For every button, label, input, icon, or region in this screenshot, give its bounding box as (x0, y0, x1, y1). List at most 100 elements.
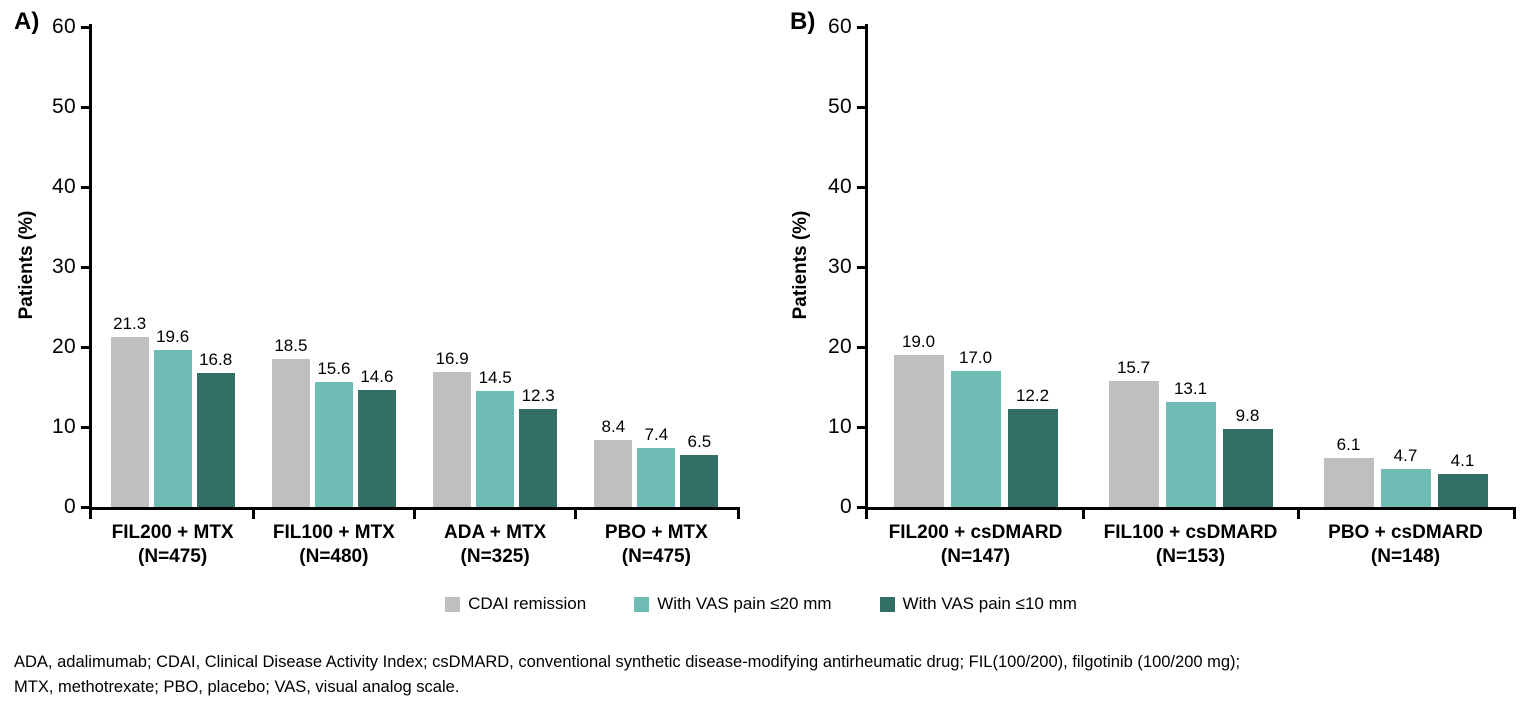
panel-b-letter: B) (790, 8, 816, 35)
category-n: (N=480) (299, 546, 369, 567)
category-n: (N=153) (1155, 546, 1226, 567)
bar (314, 382, 353, 507)
category-name: PBO + csDMARD (1328, 522, 1483, 543)
bar-value-label: 14.6 (360, 367, 394, 387)
bar (357, 390, 396, 507)
bar-value-label: 17.0 (958, 348, 993, 367)
bar (153, 350, 192, 507)
y-tick (81, 106, 89, 109)
y-tick-label: 60 (52, 15, 76, 38)
legend-swatch-cdai-remission (445, 596, 461, 612)
legend-swatch-vas-pain-20 (634, 596, 650, 612)
category-label: ADA + MTX (N=325) (415, 521, 576, 569)
bar (950, 371, 1001, 507)
bar-value-label: 15.6 (317, 359, 351, 379)
y-tick-label: 20 (828, 335, 852, 358)
bar (1437, 474, 1488, 507)
bar (271, 359, 310, 507)
bar (1323, 458, 1374, 507)
category-name: FIL100 + csDMARD (1103, 522, 1278, 543)
bar-value-label: 12.3 (521, 385, 555, 405)
footnote-line-2: MTX, methotrexate; PBO, placebo; VAS, vi… (14, 678, 460, 696)
y-tick (81, 266, 89, 269)
legend-swatch-vas-pain-10 (879, 596, 895, 612)
bar-value-label: 16.9 (435, 348, 469, 368)
category-label: FIL200 + csDMARD (N=147) (868, 521, 1083, 569)
y-tick (81, 506, 89, 509)
bar (1165, 402, 1216, 507)
bar-value-label: 18.5 (274, 336, 308, 355)
bar (519, 408, 558, 507)
y-axis (89, 24, 92, 510)
y-tick-label: 30 (52, 255, 76, 278)
bar (1007, 409, 1058, 507)
legend-label: With VAS pain ≤10 mm (902, 594, 1077, 613)
y-tick (857, 186, 865, 189)
y-tick (857, 426, 865, 429)
y-tick (81, 186, 89, 189)
category-n: (N=475) (138, 546, 208, 567)
y-tick (81, 346, 89, 349)
bar-value-label: 21.3 (113, 313, 147, 333)
bar-value-label: 7.4 (644, 424, 669, 444)
y-tick (857, 26, 865, 29)
bar-value-label: 6.1 (1336, 435, 1361, 455)
panel-a-letter: A) (14, 8, 40, 35)
bar-value-label: 6.5 (687, 432, 712, 451)
category-name: FIL100 + MTX (272, 522, 395, 543)
bar (1108, 381, 1159, 507)
y-tick-label: 60 (828, 15, 852, 38)
y-tick-label: 50 (828, 95, 852, 118)
legend-item-vas-pain-10: With VAS pain ≤10 mm (879, 594, 1077, 614)
bar-value-label: 16.8 (199, 349, 233, 369)
bar (433, 371, 472, 507)
x-tick (1296, 510, 1300, 519)
bar-value-label: 4.1 (1450, 451, 1475, 471)
bar (110, 336, 149, 507)
category-label: FIL200 + MTX (N=475) (92, 521, 253, 569)
bar-value-label: 9.8 (1235, 405, 1260, 425)
legend-item-cdai-remission: CDAI remission (445, 594, 586, 614)
legend: CDAI remission With VAS pain ≤20 mm With… (0, 594, 1522, 614)
x-tick (89, 510, 92, 519)
x-tick (1513, 510, 1516, 519)
footnote-line-1: ADA, adalimumab; CDAI, Clinical Disease … (14, 653, 1241, 671)
category-n: (N=147) (940, 546, 1011, 567)
y-tick (81, 426, 89, 429)
y-tick (857, 506, 865, 509)
legend-item-vas-pain-20: With VAS pain ≤20 mm (634, 594, 832, 614)
category-name: PBO + MTX (604, 522, 708, 543)
category-label: FIL100 + csDMARD (N=153) (1083, 521, 1298, 569)
bar (196, 372, 235, 507)
y-tick-label: 10 (828, 415, 852, 438)
bar (476, 391, 515, 507)
bar-value-label: 19.0 (901, 332, 936, 351)
y-tick-label: 0 (840, 495, 852, 518)
x-tick (865, 510, 868, 519)
y-tick-label: 30 (828, 255, 852, 278)
y-tick-label: 20 (52, 335, 76, 358)
bar-value-label: 15.7 (1116, 358, 1151, 378)
footnote: ADA, adalimumab; CDAI, Clinical Disease … (14, 650, 1494, 700)
legend-label: CDAI remission (468, 594, 587, 613)
bar (594, 439, 633, 507)
category-label: FIL100 + MTX (N=480) (253, 521, 414, 569)
category-n: (N=475) (621, 546, 691, 567)
y-axis (865, 24, 868, 510)
category-name: FIL200 + csDMARD (888, 522, 1063, 543)
x-axis (89, 507, 740, 510)
y-tick-label: 10 (52, 415, 76, 438)
category-name: ADA + MTX (444, 522, 547, 543)
bar (680, 455, 719, 507)
y-tick-label: 40 (828, 175, 852, 198)
bar-value-label: 8.4 (601, 416, 626, 436)
category-name: FIL200 + MTX (111, 522, 234, 543)
x-tick (1081, 510, 1085, 519)
bar-value-label: 13.1 (1173, 379, 1208, 399)
bar (1380, 469, 1431, 507)
x-tick (251, 510, 255, 519)
category-label: PBO + MTX (N=475) (576, 521, 737, 569)
category-n: (N=148) (1370, 546, 1441, 567)
bar (893, 355, 944, 507)
